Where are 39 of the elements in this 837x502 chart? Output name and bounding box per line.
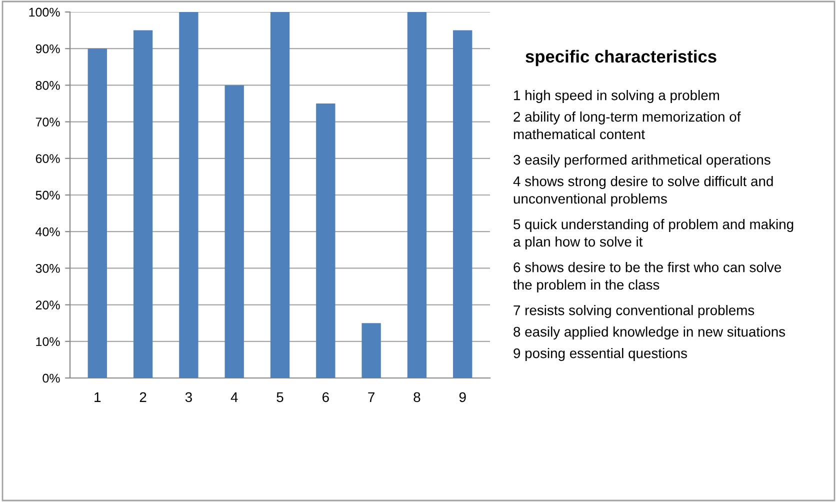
y-tick-label: 10% [36, 337, 60, 346]
x-tick-label: 9 [459, 392, 466, 402]
y-tick-label: 90% [36, 44, 60, 54]
y-tick-label: 100% [29, 8, 60, 17]
bar [224, 85, 244, 378]
y-tick-label: 30% [36, 264, 60, 273]
x-tick-label: 1 [94, 392, 101, 402]
y-tick-label: 60% [36, 154, 60, 164]
text: 2 ability of long-term memorization of mathematical content [514, 112, 741, 140]
x-tick-label: 2 [140, 392, 146, 402]
x-tick-label: 7 [368, 392, 374, 402]
text: 1 high speed in solving a problem [514, 90, 720, 103]
y-tick-label: 70% [36, 118, 60, 126]
text: 9 posing essential questions [514, 348, 687, 361]
text: 4 shows strong desire to solve difficult and unconventional problems [513, 176, 773, 206]
text: 5 quick understanding of problem and making a plan how to solve it [514, 219, 794, 250]
x-tick-label: 8 [414, 392, 420, 402]
x-tick-label: 6 [322, 392, 329, 402]
bar [270, 12, 290, 378]
text: specific characteristics [526, 50, 716, 66]
bar [407, 12, 427, 378]
bar [453, 30, 472, 378]
bar [88, 48, 107, 378]
x-tick-label: 5 [276, 392, 284, 402]
bar [179, 12, 198, 378]
text: 7 resists solving conventional problems [514, 305, 754, 318]
x-tick-label: 4 [230, 392, 238, 402]
y-tick-label: 80% [36, 81, 60, 90]
y-tick-label: 0% [42, 374, 60, 383]
text: 8 easily applied knowledge in new situations [514, 326, 786, 340]
bar [133, 30, 153, 378]
text: 3 easily performed arithmetical operations [514, 154, 770, 168]
bar [316, 104, 336, 378]
y-tick-label: 50% [36, 190, 60, 200]
text: 6 shows desire to be the first who can solve the problem in the class [513, 262, 782, 292]
y-tick-label: 20% [36, 300, 60, 310]
y-tick-label: 40% [36, 227, 60, 236]
bar [362, 323, 381, 378]
x-tick-label: 3 [185, 392, 192, 402]
